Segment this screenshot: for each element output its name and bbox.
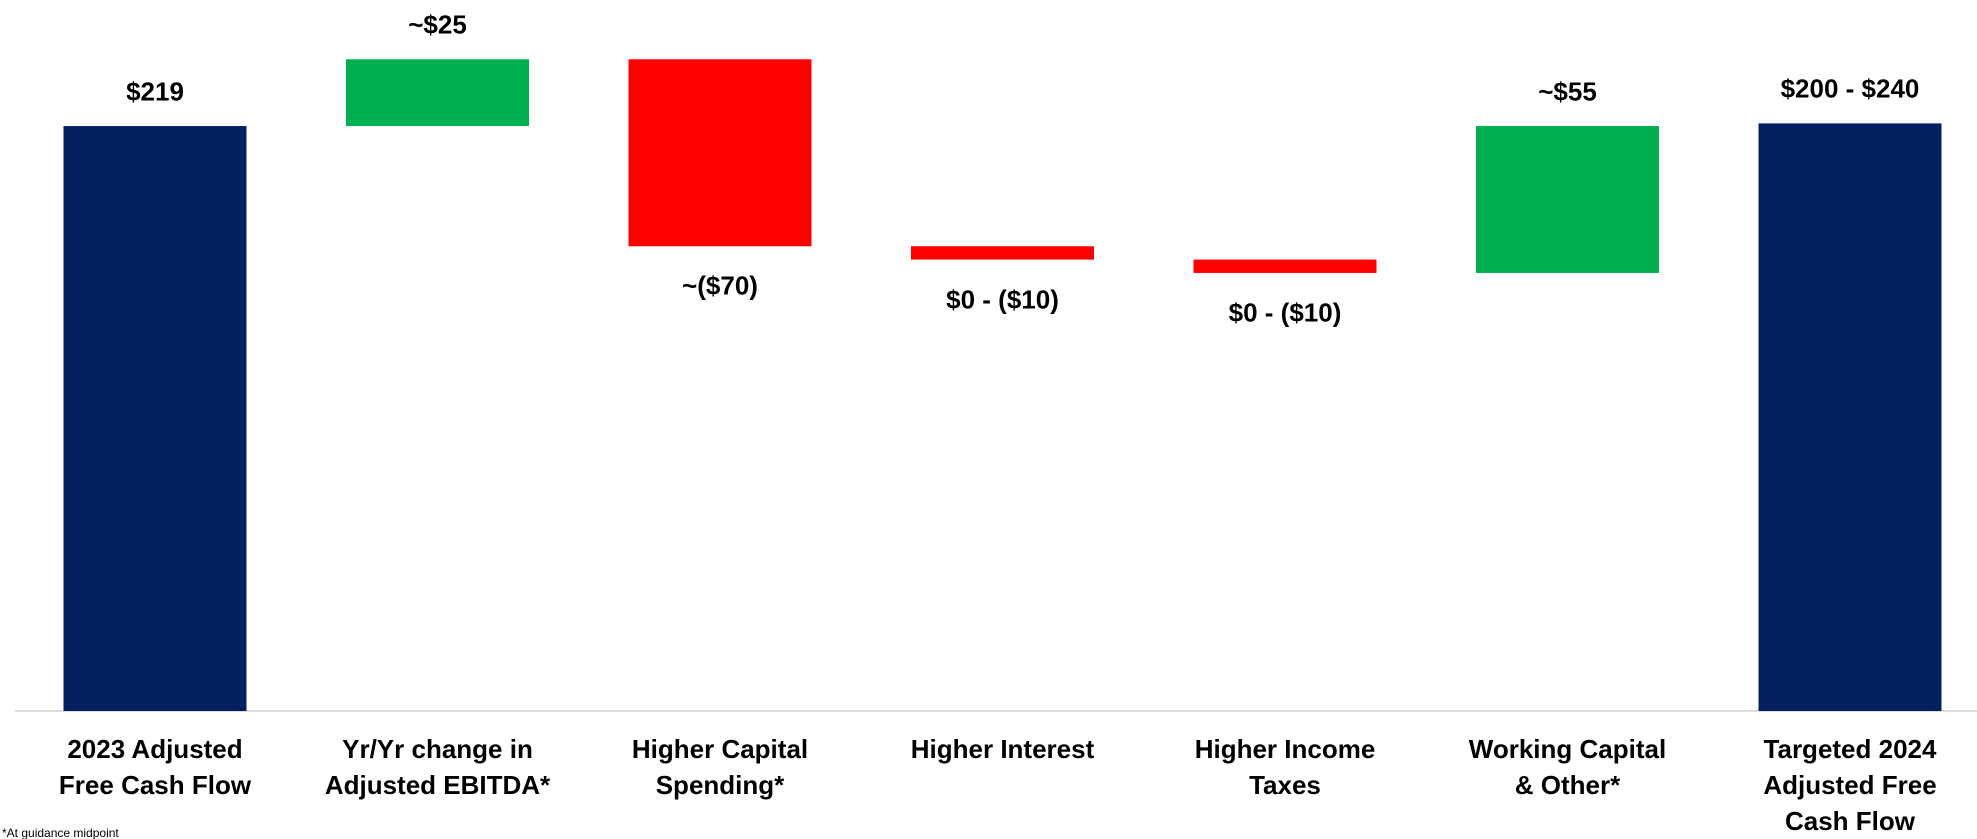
value-label: $0 - ($10) xyxy=(946,284,1059,315)
value-label: $219 xyxy=(126,76,184,107)
value-label: $0 - ($10) xyxy=(1228,297,1342,328)
value-label: ~($70) xyxy=(682,270,758,301)
bar xyxy=(1193,259,1377,273)
bar xyxy=(1758,123,1942,711)
x-tick-label: Higher Income Taxes xyxy=(1194,734,1376,800)
bar xyxy=(346,59,529,127)
x-tick-label: 2023 Adjusted Free Cash Flow xyxy=(58,734,252,800)
value-label: $200 - $240 xyxy=(1780,73,1920,104)
bar xyxy=(911,246,1094,260)
x-tick-label: Yr/Yr change in Adjusted EBITDA* xyxy=(324,734,551,800)
bar xyxy=(1476,126,1659,273)
bar xyxy=(63,126,247,711)
footnote: *At guidance midpoint xyxy=(2,826,119,839)
value-label: ~$55 xyxy=(1538,76,1597,107)
x-tick-label: Higher Interest xyxy=(910,734,1095,764)
x-tick-label: Working Capital & Other* xyxy=(1468,734,1667,800)
bar xyxy=(628,59,812,247)
x-tick-label: Higher Capital Spending* xyxy=(631,734,809,800)
value-label: ~$25 xyxy=(408,9,467,40)
x-tick-label: Targeted 2024 Adjusted Free Cash Flow xyxy=(1763,734,1937,836)
